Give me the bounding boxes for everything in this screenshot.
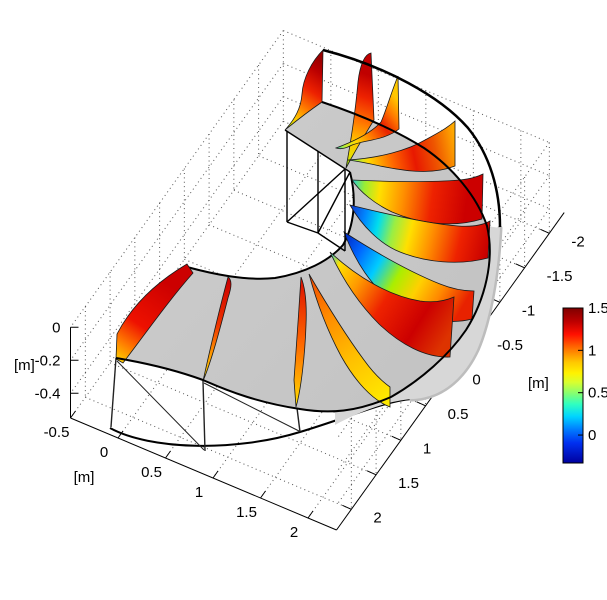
- y-axis-tick-label: 0: [472, 371, 480, 388]
- z-axis-tick-label: 0: [52, 319, 60, 336]
- inner-bank-arc: [186, 171, 355, 280]
- y-axis-tick-label: 0.5: [448, 406, 469, 423]
- axis-tick: [260, 490, 266, 499]
- grid-line: [70, 121, 284, 419]
- colorbar-tick-label: 1: [588, 342, 596, 359]
- y-axis-unit-label: [m]: [528, 375, 549, 392]
- grid-line: [70, 96, 284, 394]
- cross-section-slice: [202, 276, 232, 382]
- y-axis-tick-label: -1: [522, 302, 535, 319]
- outer-wall-face: [335, 226, 500, 425]
- grid-line: [260, 201, 474, 499]
- grid-line: [165, 161, 379, 459]
- grid-line: [307, 221, 522, 519]
- velocity-cross-sections: [115, 49, 491, 408]
- cross-section-slice: [334, 75, 400, 149]
- y-axis-tick-label: 1.5: [398, 475, 419, 492]
- grid-line: [85, 396, 352, 510]
- y-axis-tick-label: -0.5: [497, 337, 523, 354]
- cross-section-slice: [351, 173, 484, 225]
- y-axis-tick-label: 1: [423, 440, 431, 457]
- colorbar-tick-label: 0: [588, 427, 596, 444]
- axis-tick: [70, 410, 76, 419]
- grid-line: [336, 175, 550, 473]
- axis-tick: [212, 470, 219, 479]
- x-axis-tick-label: 0: [100, 444, 108, 461]
- colorbar-tick-label: 0.5: [588, 385, 607, 402]
- colorbar-gradient: [562, 307, 584, 464]
- grid-line: [70, 63, 284, 361]
- axis-tick: [342, 504, 352, 510]
- z-axis-unit-label: [m]: [14, 357, 35, 374]
- axes: -0.5 0 0.5 1 1.5 2 2 1.5 1 0.5 0 -0.5 -1 -1.5 -2 0 -0.2 -…: [35, 212, 585, 541]
- grid-line: [70, 30, 284, 328]
- cross-section-slice: [115, 263, 194, 364]
- axis-tick: [540, 228, 550, 234]
- inlet-reach-wireframe: [286, 131, 351, 252]
- y-axis-tick-label: -2: [571, 233, 584, 250]
- cross-section-slice: [284, 49, 324, 131]
- axis-tick: [117, 430, 124, 439]
- x-axis-tick-label: 1: [195, 484, 203, 501]
- axis-tick: [307, 510, 314, 519]
- outer-wall-top-arc: [322, 48, 502, 228]
- axis-tick: [416, 401, 426, 407]
- axis-tick: [391, 435, 402, 441]
- axis-tick: [515, 263, 525, 269]
- x-axis-tick-label: -0.5: [44, 424, 70, 441]
- colorbar-tick-label: 1.5: [588, 300, 607, 317]
- flume-floor-outer-edge: [109, 398, 413, 447]
- cross-section-slice: [293, 276, 307, 408]
- x-axis-tick-label: 2: [290, 524, 298, 541]
- grid-line: [212, 181, 427, 479]
- x-axis-tick-label: 0.5: [141, 464, 162, 481]
- y-axis-tick-label: 2: [373, 509, 381, 526]
- z-axis-tick-label: -0.2: [35, 352, 61, 369]
- colorbar-ticks: 1.5 1 0.5 0: [578, 300, 607, 444]
- cross-section-slice: [329, 251, 455, 358]
- axis-tick: [366, 470, 377, 476]
- grid-line: [336, 208, 550, 506]
- outer-bank-surface-arc: [115, 101, 491, 413]
- x-axis-unit-label: [m]: [74, 469, 95, 486]
- grid-line: [117, 141, 332, 439]
- colorbar: 1.5 1 0.5 0: [562, 300, 607, 464]
- cross-section-slice: [347, 120, 456, 172]
- axis-line: [70, 417, 337, 531]
- z-axis-tick-label: -0.4: [35, 385, 61, 402]
- axis-tick: [165, 450, 171, 459]
- x-axis-tick-label: 1.5: [236, 504, 257, 521]
- y-axis-tick-label: -1.5: [547, 268, 573, 285]
- outer-wall-struts: [110, 357, 301, 452]
